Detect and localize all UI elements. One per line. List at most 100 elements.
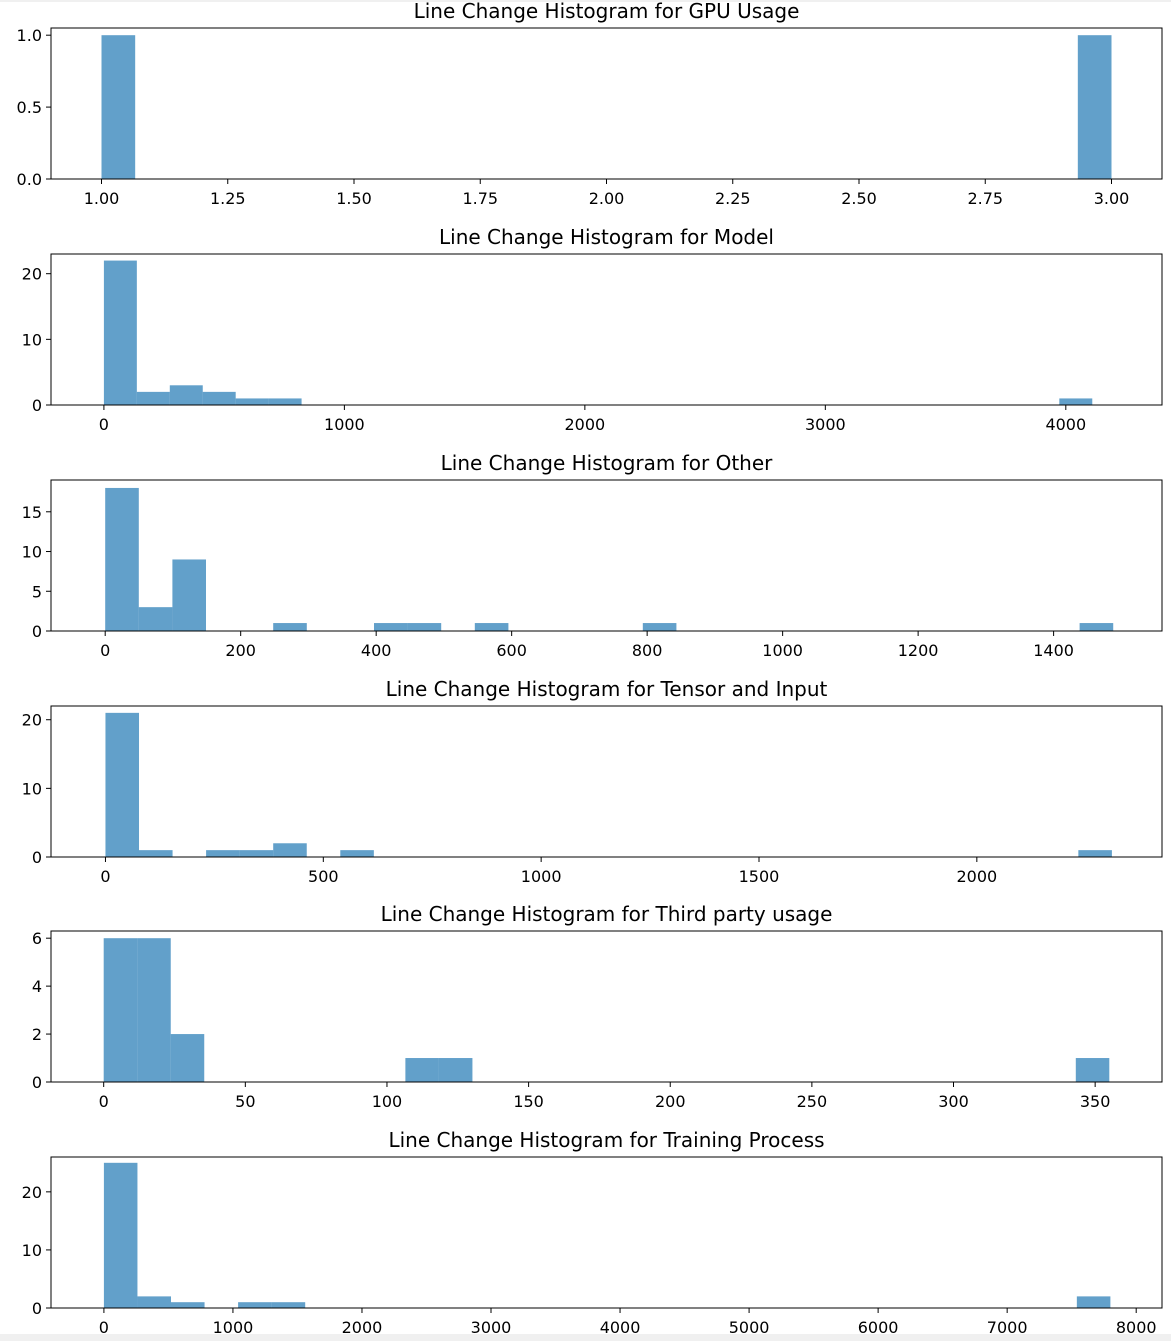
x-tick-label: 1.25 xyxy=(210,189,246,208)
x-tick-label: 3000 xyxy=(805,415,846,434)
x-tick-label: 300 xyxy=(938,1092,969,1111)
y-tick-label: 10 xyxy=(22,330,42,349)
histogram-bar xyxy=(202,391,236,405)
x-tick-label: 250 xyxy=(797,1092,828,1111)
histogram-bar xyxy=(235,398,269,405)
histogram-panel: Line Change Histogram for Tensor and Inp… xyxy=(22,677,1163,886)
histogram-bar xyxy=(172,559,206,631)
histogram-bar xyxy=(438,1058,473,1082)
chart-title: Line Change Histogram for Model xyxy=(439,225,774,249)
y-tick-label: 0.0 xyxy=(17,170,42,189)
x-tick-label: 3.00 xyxy=(1094,189,1130,208)
x-tick-label: 1000 xyxy=(213,1318,254,1337)
x-tick-label: 8000 xyxy=(1116,1318,1157,1337)
x-tick-label: 2000 xyxy=(956,867,997,886)
histogram-bar xyxy=(642,623,677,631)
histogram-panel: Line Change Histogram for Other 0 200 400 60… xyxy=(22,451,1163,660)
chart-title: Line Change Histogram for Training Proce… xyxy=(388,1128,824,1152)
x-tick-label: 100 xyxy=(372,1092,403,1111)
chart-title: Line Change Histogram for GPU Usage xyxy=(414,0,800,23)
y-tick-label: 2 xyxy=(32,1025,42,1044)
histogram-bar xyxy=(407,623,442,631)
bottom-band xyxy=(0,1334,1171,1341)
axes-frame xyxy=(50,930,1163,1083)
axes-frame xyxy=(50,1156,1163,1309)
x-tick-label: 800 xyxy=(632,641,663,660)
y-tick-label: 0 xyxy=(32,1299,42,1318)
histogram-bar xyxy=(1059,398,1093,405)
histogram-panel: Line Change Histogram for Model 0 1000 2000… xyxy=(22,225,1163,434)
histogram-bar xyxy=(137,1296,171,1308)
histogram-bar xyxy=(139,850,173,857)
y-tick-label: 6 xyxy=(32,929,42,948)
y-tick-label: 5 xyxy=(32,582,42,601)
y-tick-label: 0 xyxy=(32,848,42,867)
y-tick-label: 1.0 xyxy=(17,26,42,45)
x-tick-label: 2000 xyxy=(564,415,605,434)
x-tick-label: 0 xyxy=(99,1092,109,1111)
histogram-bar xyxy=(474,623,509,631)
histogram-panel: Line Change Histogram for Third party us… xyxy=(32,902,1163,1111)
histogram-bar xyxy=(374,623,408,631)
histogram-bar xyxy=(340,850,374,857)
x-tick-label: 2.75 xyxy=(967,189,1003,208)
histogram-bar xyxy=(206,850,240,857)
x-tick-label: 1.00 xyxy=(84,189,120,208)
x-tick-label: 6000 xyxy=(858,1318,899,1337)
x-tick-label: 1000 xyxy=(521,867,562,886)
x-tick-label: 2.00 xyxy=(589,189,625,208)
x-tick-label: 0 xyxy=(100,867,110,886)
x-tick-label: 1000 xyxy=(324,415,365,434)
histogram-bar xyxy=(103,938,138,1082)
axes-frame xyxy=(50,479,1163,632)
histogram-bar xyxy=(238,1302,272,1308)
histogram-bar xyxy=(103,1162,138,1308)
x-tick-label: 2000 xyxy=(342,1318,383,1337)
x-tick-label: 4000 xyxy=(1045,415,1086,434)
x-tick-label: 0 xyxy=(100,641,110,660)
x-tick-label: 600 xyxy=(496,641,527,660)
axes-frame xyxy=(50,705,1163,858)
axes-frame xyxy=(50,253,1163,406)
x-tick-label: 7000 xyxy=(987,1318,1028,1337)
histogram-bar xyxy=(137,938,171,1082)
y-tick-label: 0 xyxy=(32,1073,42,1092)
x-tick-label: 1000 xyxy=(762,641,803,660)
y-tick-label: 20 xyxy=(22,265,42,284)
top-band xyxy=(0,0,1171,2)
histogram-bar xyxy=(1075,1058,1110,1082)
histogram-bar xyxy=(138,607,173,631)
histogram-bar xyxy=(171,1302,205,1308)
x-tick-label: 1200 xyxy=(898,641,939,660)
x-tick-label: 1.75 xyxy=(462,189,498,208)
chart-title: Line Change Histogram for Other xyxy=(441,451,773,475)
y-tick-label: 10 xyxy=(22,1241,42,1260)
histogram-bar xyxy=(103,260,137,405)
histogram-bar xyxy=(169,385,203,405)
x-tick-label: 3000 xyxy=(471,1318,512,1337)
x-tick-label: 200 xyxy=(655,1092,686,1111)
histogram-bar xyxy=(101,35,136,179)
histogram-panel: Line Change Histogram for GPU Usage 1.00 1… xyxy=(17,0,1163,208)
y-tick-label: 0.5 xyxy=(17,98,42,117)
x-tick-label: 200 xyxy=(225,641,256,660)
x-tick-label: 0 xyxy=(99,415,109,434)
x-tick-label: 2.50 xyxy=(841,189,877,208)
histogram-bar xyxy=(1076,1296,1111,1308)
y-tick-label: 20 xyxy=(22,1183,42,1202)
x-tick-label: 2.25 xyxy=(715,189,751,208)
chart-title: Line Change Histogram for Third party us… xyxy=(381,902,833,926)
axes-frame xyxy=(50,27,1163,180)
histogram-panel: Line Change Histogram for Training Proce… xyxy=(22,1128,1163,1337)
histogram-bar xyxy=(1078,850,1112,857)
x-tick-label: 500 xyxy=(308,867,339,886)
x-tick-label: 150 xyxy=(513,1092,544,1111)
histogram-bar xyxy=(268,398,302,405)
y-tick-label: 0 xyxy=(32,622,42,641)
y-tick-label: 15 xyxy=(22,503,42,522)
y-tick-label: 10 xyxy=(22,779,42,798)
x-tick-label: 1500 xyxy=(739,867,780,886)
x-tick-label: 1400 xyxy=(1033,641,1074,660)
y-tick-label: 10 xyxy=(22,543,42,562)
histogram-bar xyxy=(273,843,307,857)
